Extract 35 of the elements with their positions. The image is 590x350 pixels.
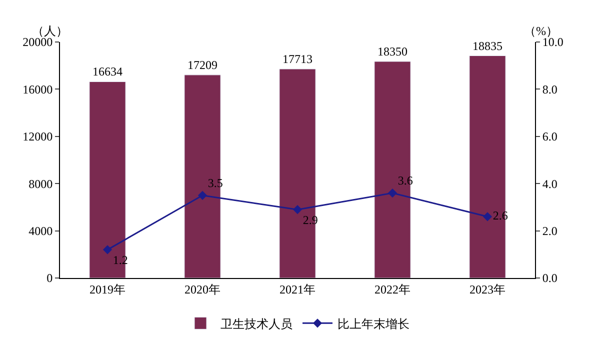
bar (279, 68, 316, 278)
y2-tick-label: 6.0 (542, 130, 558, 144)
y-tick-label: 4000 (28, 224, 53, 238)
x-tick-label: 2022年 (374, 282, 410, 296)
y-tick-label: 12000 (22, 130, 53, 144)
y-tick-label: 0 (46, 271, 53, 286)
point (292, 205, 302, 214)
y-tick-label: 8000 (28, 176, 53, 191)
legend-label: 比上年末增长 (338, 316, 410, 331)
data-label: 16634 (92, 64, 122, 79)
y2-tick-label: 8.0 (542, 82, 558, 96)
bar (374, 61, 411, 278)
data-label: 18835 (472, 38, 502, 53)
point (198, 190, 208, 200)
y2-tick-label: 2.0 (542, 224, 558, 238)
bar (184, 74, 221, 278)
y2-axis-title: （%） (524, 24, 558, 38)
y-tick-label: 16000 (22, 82, 53, 96)
x-tick-label: 2019年 (90, 282, 126, 296)
y2-tick-label: 10.0 (542, 35, 564, 50)
point (102, 245, 112, 254)
x-tick-label: 2020年 (184, 282, 220, 296)
point (388, 188, 398, 198)
bar (469, 56, 506, 278)
bar (89, 81, 126, 278)
x-tick-label: 2021年 (280, 282, 316, 296)
point (482, 212, 492, 222)
data-label: 17209 (188, 58, 218, 72)
y2-tick-label: 4.0 (542, 176, 558, 191)
x-tick-label: 2023年 (470, 282, 506, 296)
legend-label: 卫生技术人员 (220, 316, 292, 331)
data-label: 18350 (378, 44, 408, 58)
data-label: 17713 (282, 52, 312, 66)
y-axis-title: （人） (32, 24, 68, 38)
y2-tick-label: 0.0 (542, 271, 558, 286)
